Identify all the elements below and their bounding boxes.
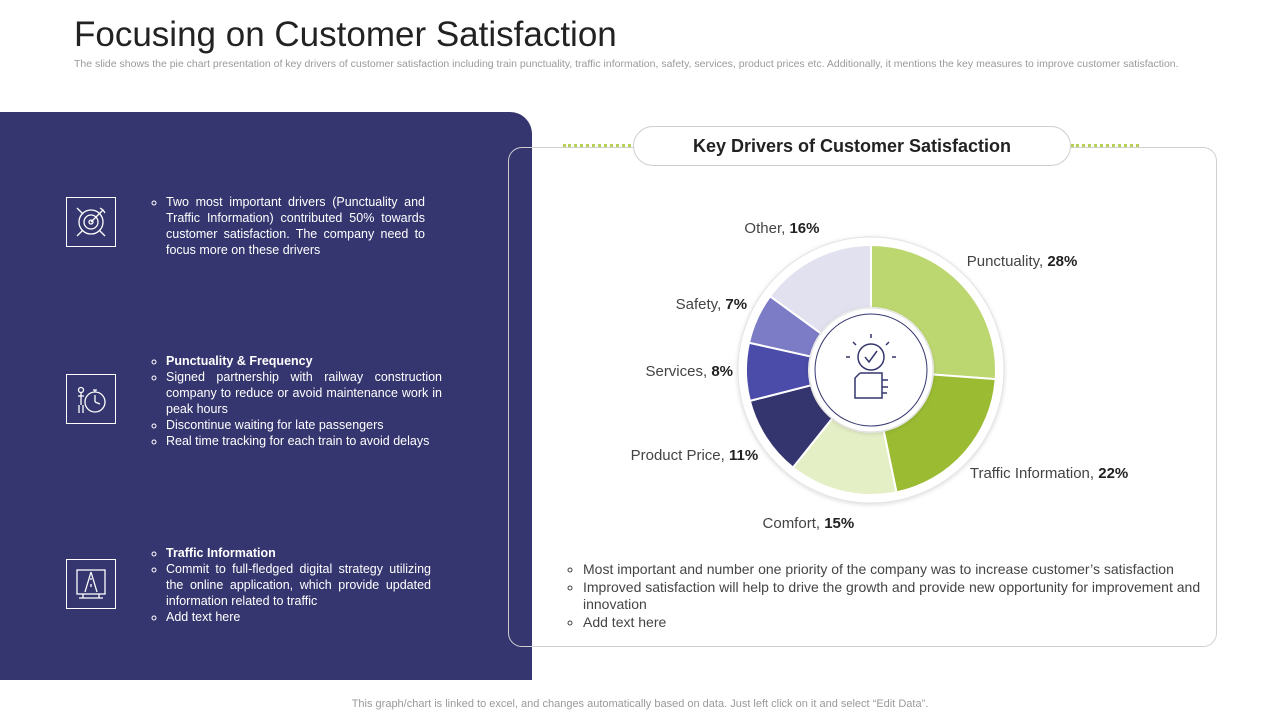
chart-title: Key Drivers of Customer Satisfaction: [633, 126, 1071, 166]
clock-icon: [66, 374, 116, 424]
bullet: Commit to full-fledged digital strategy …: [166, 561, 431, 609]
value-label: 15%: [824, 514, 855, 532]
note: Improved satisfaction will help to drive…: [583, 579, 1211, 614]
bullet: Real time tracking for each train to avo…: [166, 433, 442, 449]
left-item: Traffic InformationCommit to full-fledge…: [148, 545, 431, 625]
note: Add text here: [583, 614, 1211, 632]
value-label: 11%: [729, 446, 759, 464]
value-label: 16%: [789, 220, 820, 238]
category-label: Product Price: [631, 447, 729, 464]
bullet-heading: Punctuality & Frequency: [166, 353, 442, 369]
pie-label: Traffic Information22%: [970, 465, 1128, 482]
category-label: Traffic Information: [970, 465, 1098, 482]
traffic-icon: [66, 559, 116, 609]
pie-label: Punctuality28%: [967, 253, 1078, 270]
pie-label: Comfort15%: [763, 515, 855, 532]
pie-label: Services8%: [645, 363, 733, 380]
value-label: 8%: [711, 363, 734, 381]
category-label: Punctuality: [967, 253, 1048, 270]
notes: Most important and number one priority o…: [566, 561, 1211, 631]
decor-dots: [563, 144, 631, 147]
title: Focusing on Customer Satisfaction: [74, 15, 617, 54]
bullet: Two most important drivers (Punctuality …: [166, 194, 425, 258]
bullet-heading: Traffic Information: [166, 545, 431, 561]
note: Most important and number one priority o…: [583, 561, 1211, 579]
category-label: Comfort: [763, 515, 825, 532]
subtitle: The slide shows the pie chart presentati…: [74, 58, 1179, 70]
pie-label: Safety7%: [676, 296, 747, 313]
target-icon: [66, 197, 116, 247]
decor-dots: [1071, 144, 1139, 147]
left-item: Two most important drivers (Punctuality …: [148, 194, 425, 258]
pie-label: Other16%: [744, 220, 819, 237]
category-label: Safety: [676, 296, 726, 313]
pie-label: Product Price11%: [631, 447, 759, 464]
bullet: Add text here: [166, 609, 431, 625]
value-label: 22%: [1098, 465, 1129, 483]
value-label: 7%: [725, 295, 748, 313]
footer: This graph/chart is linked to excel, and…: [351, 698, 929, 710]
center-icon: [846, 334, 896, 399]
bullet: Signed partnership with railway construc…: [166, 369, 442, 417]
category-label: Services: [645, 363, 711, 380]
center-ring: [814, 313, 928, 427]
category-label: Other: [744, 220, 789, 237]
left-item: Punctuality & FrequencySigned partnershi…: [148, 353, 442, 449]
bullet: Discontinue waiting for late passengers: [166, 417, 442, 433]
left-panel: [0, 112, 532, 680]
value-label: 28%: [1047, 253, 1078, 271]
